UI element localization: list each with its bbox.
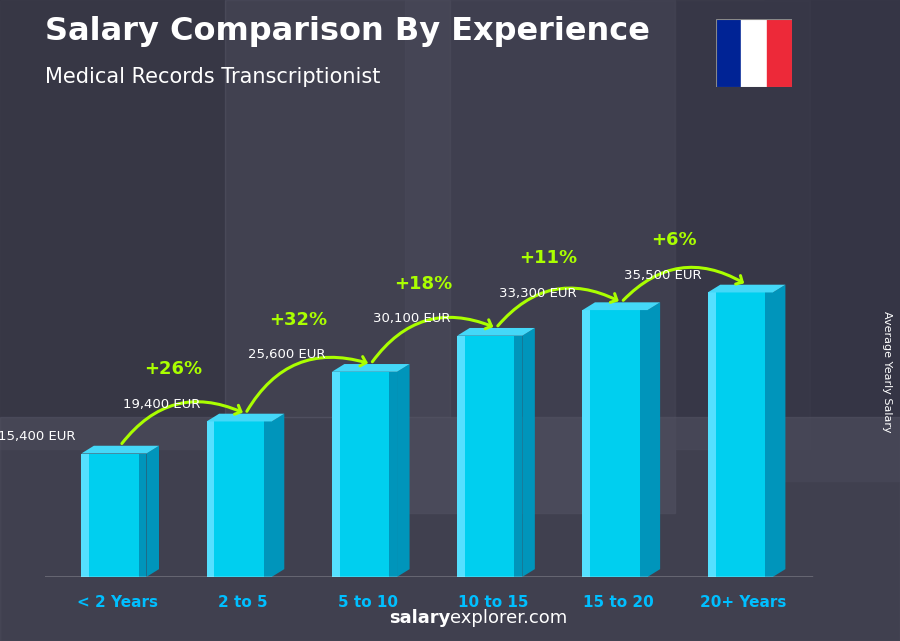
Bar xyxy=(264,422,272,577)
Polygon shape xyxy=(648,303,660,577)
Text: 15,400 EUR: 15,400 EUR xyxy=(0,430,75,443)
Text: < 2 Years: < 2 Years xyxy=(76,595,158,610)
Text: 15 to 20: 15 to 20 xyxy=(583,595,653,610)
Bar xyxy=(765,0,900,481)
Bar xyxy=(225,0,450,417)
Bar xyxy=(630,0,810,449)
Text: +11%: +11% xyxy=(519,249,578,267)
Polygon shape xyxy=(457,328,535,336)
Polygon shape xyxy=(582,303,660,310)
Bar xyxy=(207,422,272,577)
Polygon shape xyxy=(147,445,159,577)
Bar xyxy=(716,19,741,87)
Bar xyxy=(515,336,522,577)
Bar xyxy=(405,0,675,513)
Text: 10 to 15: 10 to 15 xyxy=(457,595,528,610)
Polygon shape xyxy=(272,413,284,577)
Bar xyxy=(81,454,147,577)
Bar xyxy=(707,292,716,577)
Text: Average Yearly Salary: Average Yearly Salary xyxy=(881,311,892,433)
Text: Medical Records Transcriptionist: Medical Records Transcriptionist xyxy=(45,67,381,87)
Bar xyxy=(207,422,214,577)
Text: +6%: +6% xyxy=(651,231,697,249)
Text: explorer.com: explorer.com xyxy=(450,609,567,627)
Text: +26%: +26% xyxy=(144,360,202,378)
Polygon shape xyxy=(207,413,284,422)
Bar xyxy=(0,0,225,449)
Text: 25,600 EUR: 25,600 EUR xyxy=(248,348,326,361)
Text: 35,500 EUR: 35,500 EUR xyxy=(624,269,701,282)
Polygon shape xyxy=(707,285,786,292)
Bar xyxy=(81,454,89,577)
Polygon shape xyxy=(332,364,410,372)
Text: salary: salary xyxy=(389,609,450,627)
Bar xyxy=(765,292,773,577)
Text: +32%: +32% xyxy=(269,311,327,329)
Text: 20+ Years: 20+ Years xyxy=(700,595,787,610)
Bar xyxy=(457,336,522,577)
Bar xyxy=(707,292,773,577)
Text: 2 to 5: 2 to 5 xyxy=(218,595,267,610)
Text: 5 to 10: 5 to 10 xyxy=(338,595,398,610)
Text: 33,300 EUR: 33,300 EUR xyxy=(499,287,576,299)
Polygon shape xyxy=(773,285,786,577)
Bar xyxy=(582,310,648,577)
Bar xyxy=(767,19,792,87)
Bar xyxy=(457,336,465,577)
Bar xyxy=(582,310,590,577)
Bar xyxy=(389,372,397,577)
Bar xyxy=(0,417,900,641)
Text: 19,400 EUR: 19,400 EUR xyxy=(123,398,201,411)
Text: Salary Comparison By Experience: Salary Comparison By Experience xyxy=(45,16,650,47)
Bar xyxy=(741,19,767,87)
Bar xyxy=(332,372,397,577)
Polygon shape xyxy=(397,364,410,577)
Polygon shape xyxy=(81,445,159,454)
Polygon shape xyxy=(522,328,535,577)
Bar xyxy=(332,372,339,577)
Text: +18%: +18% xyxy=(394,275,453,293)
Bar xyxy=(139,454,147,577)
Text: 30,100 EUR: 30,100 EUR xyxy=(374,312,451,325)
Bar xyxy=(640,310,648,577)
